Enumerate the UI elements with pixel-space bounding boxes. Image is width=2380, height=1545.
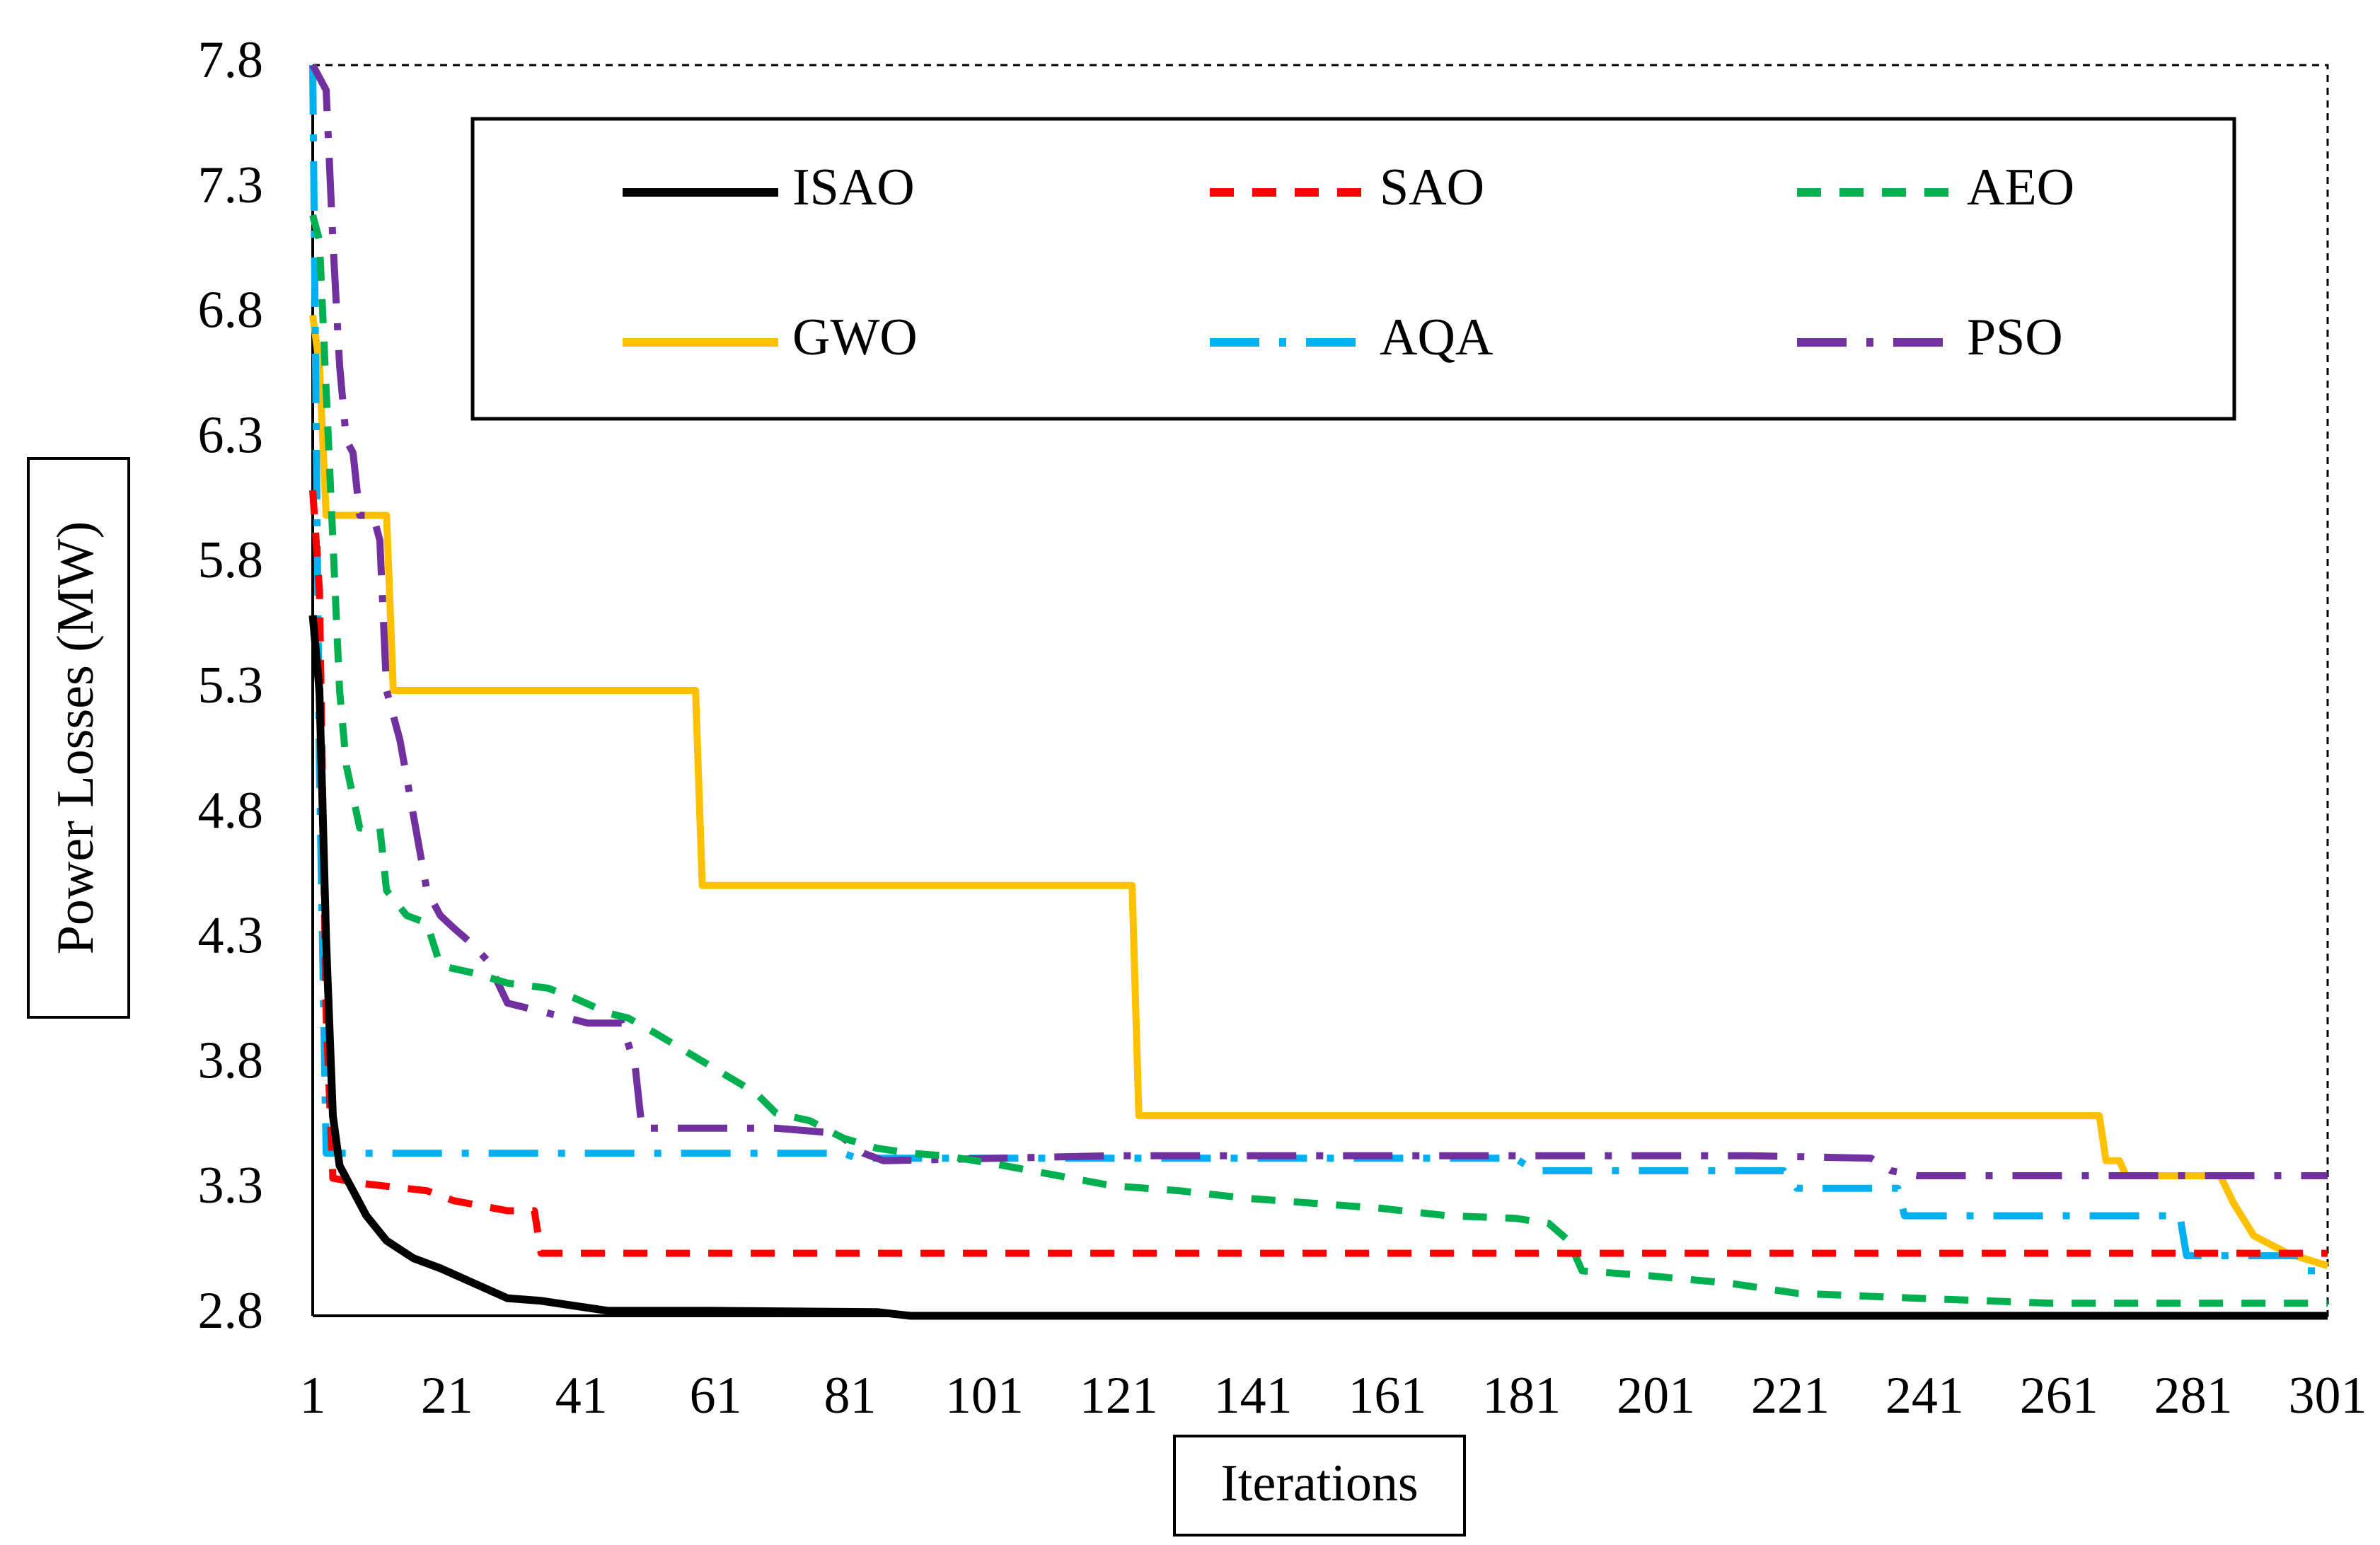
legend-label-gwo: GWO bbox=[792, 308, 918, 366]
series-line-pso bbox=[309, 63, 2328, 1179]
x-tick-label: 181 bbox=[1482, 1367, 1561, 1425]
x-tick-label: 261 bbox=[2020, 1367, 2098, 1425]
legend-label-aqa: AQA bbox=[1380, 308, 1493, 366]
x-tick-label: 61 bbox=[690, 1367, 742, 1425]
series-line-gwo bbox=[309, 314, 2329, 1270]
x-tick-label: 221 bbox=[1751, 1367, 1830, 1425]
x-tick-label: 161 bbox=[1348, 1367, 1426, 1425]
x-tick-label: 141 bbox=[1214, 1367, 1293, 1425]
x-tick-label: 81 bbox=[824, 1367, 876, 1425]
y-tick-label: 6.3 bbox=[198, 406, 264, 464]
series-line-isao bbox=[308, 615, 2328, 1320]
legend-label-pso: PSO bbox=[1967, 308, 2063, 366]
x-tick-label: 241 bbox=[1885, 1367, 1964, 1425]
y-tick-label: 2.8 bbox=[198, 1282, 264, 1340]
x-tick-label: 101 bbox=[945, 1367, 1024, 1425]
y-tick-label: 5.8 bbox=[198, 531, 264, 589]
x-tick-label: 201 bbox=[1617, 1367, 1695, 1425]
series-group bbox=[308, 63, 2329, 1320]
legend-label-sao: SAO bbox=[1380, 158, 1484, 216]
y-tick-label: 7.3 bbox=[198, 156, 264, 214]
legend bbox=[470, 117, 2236, 421]
y-tick-label: 4.8 bbox=[198, 782, 264, 840]
x-tick-label: 21 bbox=[421, 1367, 473, 1425]
x-tick-label: 121 bbox=[1080, 1367, 1158, 1425]
series-line-aeo bbox=[309, 214, 2328, 1307]
x-tick-label: 301 bbox=[2289, 1367, 2367, 1425]
x-axis-title-box bbox=[1173, 1435, 1466, 1537]
y-tick-label: 6.8 bbox=[198, 282, 264, 340]
legend-entries: ISAO SAO AEO GWO AQA PSO bbox=[623, 158, 2074, 366]
legend-label-isao: ISAO bbox=[792, 158, 915, 216]
x-axis-tick-labels: 1 21 41 61 81 101 121 141 161 181 201 221 241 261 281 3… bbox=[300, 1367, 2367, 1425]
legend-label-aeo: AEO bbox=[1967, 158, 2074, 216]
y-tick-label: 7.8 bbox=[198, 31, 264, 89]
x-tick-label: 281 bbox=[2154, 1367, 2233, 1425]
x-axis-title: Iterations bbox=[1220, 1454, 1418, 1512]
y-axis-tick-labels: 2.8 3.3 3.8 4.3 4.8 5.3 5.8 6.3 6.8 7.3 7.8 bbox=[198, 31, 264, 1340]
y-axis-title-box bbox=[27, 457, 130, 1019]
x-tick-label: 1 bbox=[300, 1367, 326, 1425]
y-tick-label: 3.8 bbox=[198, 1031, 264, 1089]
y-tick-label: 4.3 bbox=[198, 907, 264, 965]
y-tick-label: 3.3 bbox=[198, 1157, 264, 1215]
y-tick-label: 5.3 bbox=[198, 656, 264, 714]
x-tick-label: 41 bbox=[555, 1367, 608, 1425]
y-axis-title: Power Losses (MW) bbox=[47, 521, 105, 954]
